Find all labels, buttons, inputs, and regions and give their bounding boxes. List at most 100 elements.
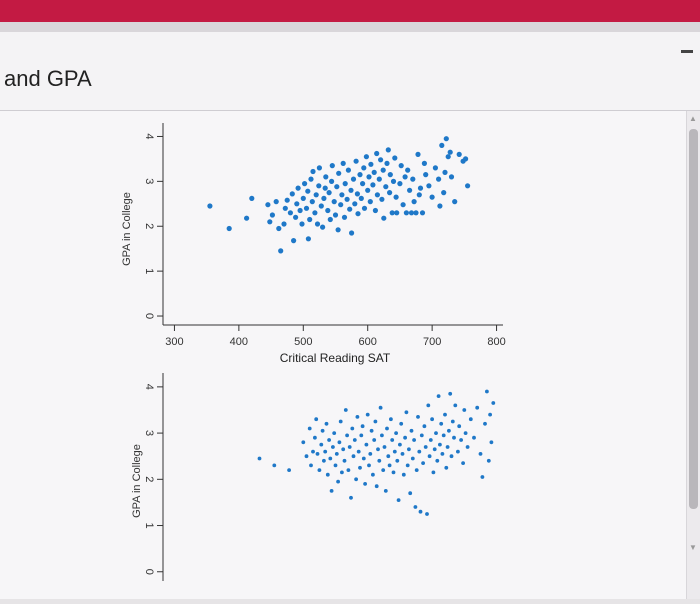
data-point bbox=[385, 426, 389, 431]
data-point bbox=[327, 216, 333, 223]
data-point bbox=[307, 426, 312, 431]
data-point bbox=[408, 491, 413, 496]
data-point bbox=[372, 438, 377, 442]
data-point bbox=[334, 184, 340, 190]
scroll-down-icon[interactable]: ▼ bbox=[689, 543, 697, 552]
data-point bbox=[350, 176, 357, 182]
data-point bbox=[461, 461, 465, 465]
data-point bbox=[313, 435, 317, 440]
data-point bbox=[317, 468, 322, 472]
data-point bbox=[299, 221, 305, 227]
data-point bbox=[284, 197, 290, 203]
data-point bbox=[350, 426, 355, 431]
data-point bbox=[414, 468, 419, 472]
chart-panel: 0 1 2 3 4 GPA in College 300 400 500 600 700 800 Cri… bbox=[0, 111, 686, 599]
data-point bbox=[313, 192, 319, 198]
data-point bbox=[402, 174, 408, 180]
data-point bbox=[338, 419, 343, 424]
data-point bbox=[338, 202, 344, 208]
data-point bbox=[339, 192, 345, 198]
data-point bbox=[334, 452, 339, 456]
data-point bbox=[418, 509, 423, 514]
y-tick-label: 2 bbox=[143, 476, 155, 482]
data-point bbox=[342, 181, 348, 187]
data-point bbox=[359, 433, 364, 438]
data-point bbox=[445, 154, 451, 160]
data-point bbox=[325, 472, 330, 477]
data-point bbox=[452, 199, 458, 205]
data-point bbox=[393, 194, 399, 200]
data-point bbox=[383, 489, 388, 493]
data-point bbox=[436, 394, 441, 398]
data-point bbox=[376, 176, 382, 182]
data-point bbox=[357, 172, 363, 178]
data-point bbox=[489, 440, 494, 445]
data-point bbox=[439, 421, 444, 426]
data-point bbox=[456, 449, 460, 454]
data-point bbox=[389, 417, 393, 422]
data-point bbox=[439, 142, 445, 148]
y-tick-label: 3 bbox=[143, 430, 155, 436]
data-point bbox=[431, 470, 436, 475]
data-point bbox=[383, 184, 389, 190]
data-point bbox=[405, 463, 410, 468]
data-point bbox=[302, 181, 308, 187]
data-point bbox=[354, 477, 358, 482]
data-point bbox=[411, 199, 417, 205]
data-point bbox=[332, 212, 339, 218]
data-point bbox=[380, 433, 384, 438]
data-point bbox=[392, 155, 398, 161]
data-point bbox=[249, 195, 255, 201]
data-point bbox=[304, 454, 309, 459]
data-point bbox=[447, 149, 453, 155]
data-point bbox=[423, 172, 429, 178]
data-point bbox=[352, 201, 358, 207]
data-point bbox=[315, 452, 320, 456]
data-point bbox=[440, 452, 445, 456]
data-point bbox=[365, 412, 370, 417]
data-point bbox=[323, 174, 329, 180]
data-point bbox=[327, 438, 331, 442]
data-point bbox=[392, 449, 397, 454]
data-point bbox=[459, 438, 463, 442]
data-point bbox=[312, 210, 318, 216]
data-point bbox=[389, 210, 395, 216]
data-point bbox=[441, 190, 447, 196]
data-point bbox=[377, 458, 382, 463]
data-point bbox=[429, 194, 435, 200]
data-point bbox=[374, 150, 380, 157]
data-point bbox=[456, 151, 462, 157]
y-tick-label: 4 bbox=[143, 133, 155, 139]
data-point bbox=[434, 431, 438, 435]
data-point bbox=[381, 215, 387, 221]
data-point bbox=[394, 210, 400, 216]
data-point bbox=[347, 445, 352, 449]
data-point bbox=[358, 465, 362, 470]
data-point bbox=[441, 433, 446, 438]
vertical-scrollbar[interactable]: ▲ ▼ bbox=[686, 111, 700, 599]
data-point bbox=[341, 214, 348, 220]
data-point bbox=[386, 454, 391, 459]
data-point bbox=[447, 428, 451, 433]
data-point bbox=[301, 440, 306, 445]
y-tick-label: 2 bbox=[143, 223, 155, 229]
scroll-thumb[interactable] bbox=[689, 129, 698, 509]
data-point bbox=[381, 468, 386, 472]
data-point bbox=[367, 463, 371, 468]
data-point bbox=[244, 215, 250, 221]
data-point bbox=[343, 408, 348, 412]
data-point bbox=[291, 238, 297, 244]
data-point bbox=[370, 182, 376, 188]
data-point bbox=[344, 196, 350, 202]
data-point bbox=[297, 207, 303, 214]
data-point bbox=[325, 207, 331, 214]
data-point bbox=[378, 405, 383, 410]
data-point bbox=[340, 160, 346, 166]
data-point bbox=[358, 195, 364, 201]
scroll-up-icon[interactable]: ▲ bbox=[689, 114, 697, 123]
minimize-icon[interactable] bbox=[681, 50, 693, 53]
data-point bbox=[488, 412, 492, 417]
data-point bbox=[361, 205, 368, 211]
data-point bbox=[329, 178, 335, 184]
data-point bbox=[305, 236, 311, 242]
